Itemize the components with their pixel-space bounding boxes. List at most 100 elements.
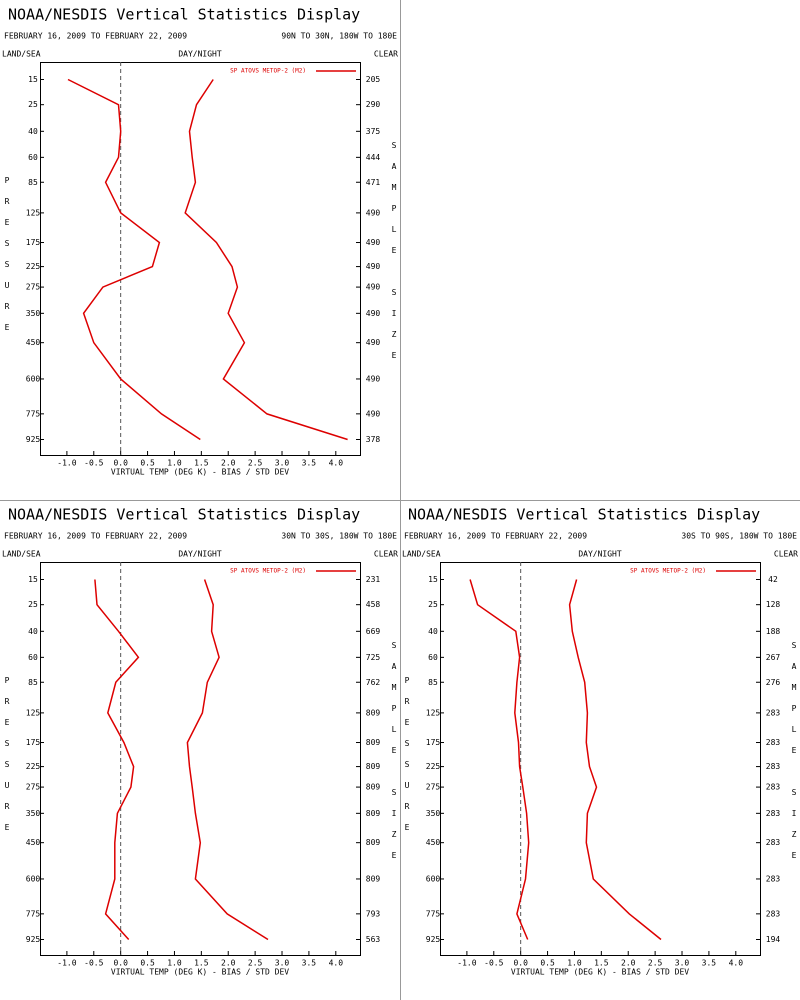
y-tick-label: 450 bbox=[26, 338, 41, 347]
sample-size: 793 bbox=[366, 909, 381, 918]
sample-size: 490 bbox=[366, 374, 381, 383]
sample-size: 809 bbox=[366, 838, 381, 847]
y-tick-label: 275 bbox=[426, 783, 441, 792]
x-tick-label: -1.0 bbox=[57, 459, 76, 468]
header: DAY/NIGHT bbox=[178, 550, 222, 559]
sample-size: 205 bbox=[366, 75, 381, 84]
chart-panel: NOAA/NESDIS Vertical Statistics Display F… bbox=[402, 506, 799, 977]
y-tick-label: 350 bbox=[426, 809, 441, 818]
sample-size: 563 bbox=[366, 935, 381, 944]
y-tick-label: 350 bbox=[26, 809, 41, 818]
sample-size: 375 bbox=[366, 127, 381, 136]
sample-size: 490 bbox=[366, 309, 381, 318]
y-tick-label: 15 bbox=[428, 575, 438, 584]
y-tick-label: 450 bbox=[26, 838, 41, 847]
y-tick-label: 175 bbox=[426, 738, 441, 747]
y-tick-label: 25 bbox=[28, 600, 38, 609]
y-axis-title: PRESSURE bbox=[3, 676, 12, 844]
y2-axis-title: SAMPLE SIZE bbox=[390, 641, 399, 872]
sample-size: 490 bbox=[366, 409, 381, 418]
y-tick-label: 15 bbox=[28, 75, 38, 84]
x-axis-title: VIRTUAL TEMP (DEG K) - BIAS / STD DEV bbox=[111, 968, 289, 977]
region: 30S TO 90S, 180W TO 180E bbox=[681, 532, 797, 541]
header: CLEAR bbox=[774, 550, 798, 559]
sample-size: 283 bbox=[766, 874, 781, 883]
sample-size: 128 bbox=[766, 600, 781, 609]
sample-size: 444 bbox=[366, 153, 381, 162]
x-tick-label: -0.5 bbox=[84, 459, 103, 468]
x-tick-label: 2.0 bbox=[221, 959, 236, 968]
x-tick-label: -0.5 bbox=[84, 959, 103, 968]
x-tick-label: 3.5 bbox=[302, 459, 317, 468]
profile-line bbox=[469, 579, 530, 940]
sample-size: 809 bbox=[366, 762, 381, 771]
y-tick-label: 175 bbox=[26, 238, 41, 247]
x-tick-label: 1.0 bbox=[167, 459, 182, 468]
header: DAY/NIGHT bbox=[178, 50, 222, 59]
sample-size: 809 bbox=[366, 783, 381, 792]
plot-frame bbox=[40, 562, 361, 956]
sample-size: 809 bbox=[366, 809, 381, 818]
x-tick-label: 2.0 bbox=[221, 459, 236, 468]
x-tick-label: 1.5 bbox=[594, 959, 609, 968]
sample-size: 378 bbox=[366, 435, 381, 444]
legend-label: SP ATOVS METOP-2 (M2) bbox=[630, 568, 706, 575]
sample-size: 809 bbox=[366, 874, 381, 883]
x-tick-label: 3.5 bbox=[702, 959, 717, 968]
y2-axis-title: SAMPLE SIZE bbox=[790, 641, 799, 872]
region: 90N TO 30N, 180W TO 180E bbox=[281, 32, 397, 41]
profile-line bbox=[94, 579, 140, 941]
sample-size: 809 bbox=[366, 738, 381, 747]
y-tick-label: 775 bbox=[26, 909, 41, 918]
plot-frame bbox=[40, 62, 361, 456]
sample-size: 283 bbox=[766, 783, 781, 792]
sample-size: 490 bbox=[366, 262, 381, 271]
chart-title: NOAA/NESDIS Vertical Statistics Display bbox=[8, 6, 360, 24]
y-tick-label: 225 bbox=[26, 262, 41, 271]
x-tick-label: 0.0 bbox=[113, 459, 128, 468]
sample-size: 42 bbox=[768, 575, 778, 584]
sample-size: 283 bbox=[766, 909, 781, 918]
x-tick-label: 3.0 bbox=[275, 959, 290, 968]
y-tick-label: 25 bbox=[28, 100, 38, 109]
subtitle: FEBRUARY 16, 2009 TO FEBRUARY 22, 2009 bbox=[404, 532, 587, 541]
subtitle: FEBRUARY 16, 2009 TO FEBRUARY 22, 2009 bbox=[4, 532, 187, 541]
sample-size: 809 bbox=[366, 708, 381, 717]
x-tick-label: 0.5 bbox=[140, 959, 155, 968]
y-tick-label: 350 bbox=[26, 309, 41, 318]
x-tick-label: 2.5 bbox=[248, 959, 263, 968]
x-tick-label: 0.0 bbox=[113, 959, 128, 968]
y-tick-label: 40 bbox=[28, 627, 38, 636]
sample-size: 458 bbox=[366, 600, 381, 609]
y-tick-label: 925 bbox=[26, 935, 41, 944]
y-tick-label: 225 bbox=[426, 762, 441, 771]
y-tick-label: 450 bbox=[426, 838, 441, 847]
y-tick-label: 125 bbox=[426, 708, 441, 717]
header: CLEAR bbox=[374, 50, 398, 59]
y-tick-label: 775 bbox=[426, 909, 441, 918]
header: CLEAR bbox=[374, 550, 398, 559]
chart-title: NOAA/NESDIS Vertical Statistics Display bbox=[408, 506, 760, 524]
sample-size: 283 bbox=[766, 762, 781, 771]
sample-size: 276 bbox=[766, 678, 781, 687]
x-tick-label: 1.0 bbox=[167, 959, 182, 968]
y-tick-label: 85 bbox=[28, 678, 38, 687]
sample-size: 283 bbox=[766, 738, 781, 747]
header: LAND/SEA bbox=[402, 550, 441, 559]
y-tick-label: 275 bbox=[26, 283, 41, 292]
chart-panel: NOAA/NESDIS Vertical Statistics Display F… bbox=[2, 6, 399, 477]
y-tick-label: 85 bbox=[28, 178, 38, 187]
y-tick-label: 85 bbox=[428, 678, 438, 687]
y-tick-label: 60 bbox=[28, 653, 38, 662]
x-tick-label: 1.0 bbox=[567, 959, 582, 968]
y-tick-label: 600 bbox=[26, 374, 41, 383]
y-tick-label: 600 bbox=[426, 874, 441, 883]
x-tick-label: 0.5 bbox=[540, 959, 555, 968]
x-tick-label: 0.0 bbox=[513, 959, 528, 968]
subtitle: FEBRUARY 16, 2009 TO FEBRUARY 22, 2009 bbox=[4, 32, 187, 41]
x-tick-label: 3.0 bbox=[275, 459, 290, 468]
y-tick-label: 225 bbox=[26, 762, 41, 771]
sample-size: 231 bbox=[366, 575, 381, 584]
profile-line bbox=[568, 579, 662, 941]
